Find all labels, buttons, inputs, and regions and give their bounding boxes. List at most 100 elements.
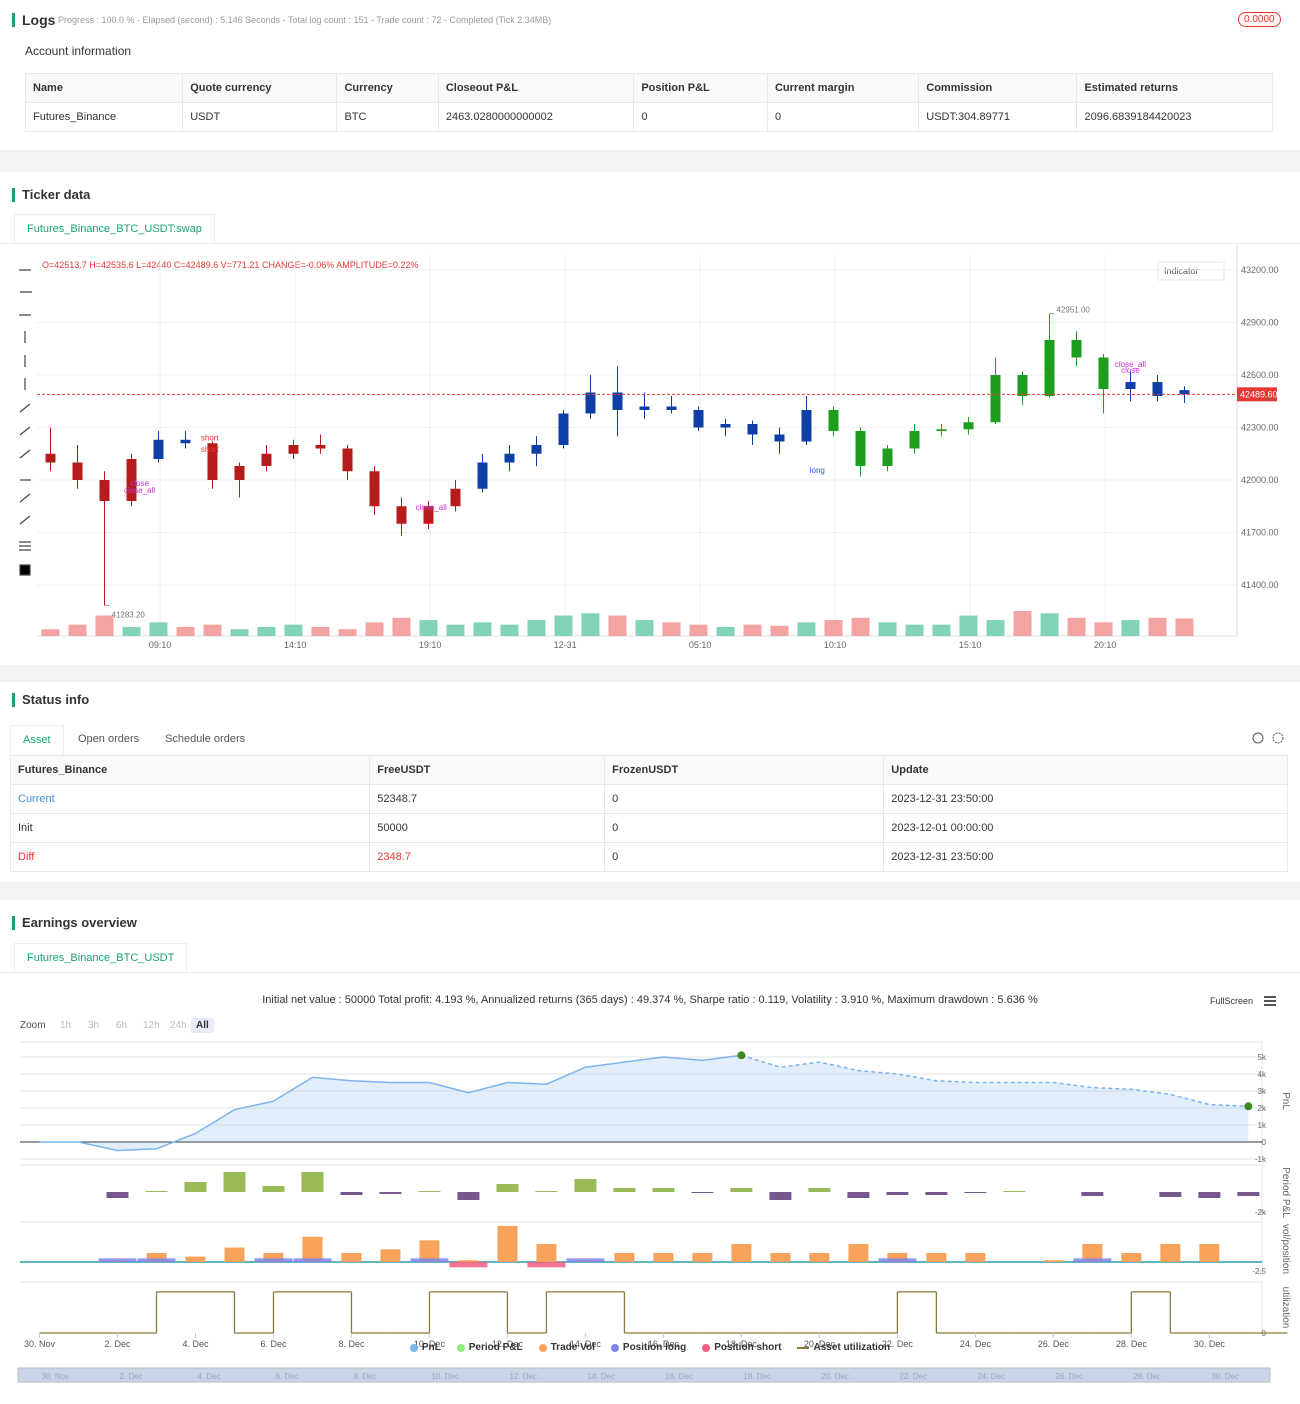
candle-body (180, 439, 191, 444)
y-tick-label: 3k (1258, 1087, 1267, 1096)
row: Futures_Binance USDT BTC 2463.0280000000002… (24, 102, 1273, 132)
bar (379, 1192, 402, 1194)
candle-body (288, 445, 299, 454)
volume-bar (500, 624, 519, 636)
fullscreen[interactable]: FullScreen (1210, 996, 1254, 1006)
badge: 0.0000 (1238, 12, 1281, 27)
ticker-title: Ticker data (12, 188, 90, 202)
legend: PnL Period P&L Trade Vol Position long Posit… (0, 1342, 1300, 1353)
candle-body (423, 506, 434, 524)
bar (614, 1252, 635, 1262)
legend-label: PnL (421, 1342, 441, 1353)
zoom-button[interactable]: 24h (170, 1020, 187, 1031)
status-section: Status info Asset Open orders Schedule ord… (0, 682, 1300, 882)
bar (808, 1188, 831, 1192)
volume-bar (743, 624, 762, 636)
candle-body (342, 448, 353, 472)
legend-swatch (409, 1343, 418, 1352)
ticker-tab[interactable]: Futures_Binance_BTC_USDT:swap (14, 214, 215, 244)
zoom-button[interactable]: All (191, 1018, 214, 1033)
bar (925, 1192, 948, 1195)
zoom-button[interactable]: 12h (143, 1020, 160, 1031)
legend-item[interactable]: Period P&L (456, 1342, 523, 1353)
bar (848, 1243, 869, 1262)
candle-body (774, 434, 785, 442)
header-cell: Quote currency (182, 73, 338, 103)
legend-item[interactable]: Asset utilization (797, 1342, 890, 1353)
header-row: Futures_Binance FreeUSDT FrozenUSDT Update (9, 755, 1288, 785)
bar (613, 1188, 636, 1192)
volume-bar (311, 626, 330, 636)
indicator-label[interactable]: Indicator (1164, 266, 1199, 276)
status-title: Status info (12, 693, 89, 707)
volume-bar (230, 629, 249, 636)
volume-bar (149, 622, 168, 636)
candle-body (369, 471, 380, 507)
tab-line (0, 243, 1300, 244)
bar (574, 1179, 597, 1192)
cell: 2023-12-01 00:00:00 (883, 813, 1288, 843)
ticker-section: Ticker data Futures_Binance_BTC_USDT:swa… (0, 172, 1300, 665)
cell: 0 (604, 842, 885, 872)
logs-section: Logs Progress : 100.0 % - Elapsed (secon… (0, 0, 1300, 150)
bar (692, 1252, 713, 1262)
volume-bar (1175, 618, 1194, 636)
x-tick-label: 30. Dec (1194, 1339, 1226, 1349)
x-tick-label: 26. Dec (1038, 1339, 1070, 1349)
tab[interactable]: Schedule orders (165, 733, 246, 745)
earnings-title: Earnings overview (12, 916, 137, 930)
navigator-label: 6. Dec (275, 1372, 298, 1381)
indicator-box[interactable] (1157, 261, 1225, 281)
header-cell: Position P&L (633, 73, 768, 103)
x-tick-label: 14:10 (284, 640, 307, 650)
volume-bar (257, 626, 276, 636)
candle-body (99, 480, 110, 502)
logs-title: Logs (12, 13, 55, 27)
legend-label: Position long (622, 1342, 687, 1353)
navigator-label: 12. Dec (509, 1372, 537, 1381)
navigator (17, 1367, 1271, 1383)
tab-line (0, 972, 1300, 973)
tab[interactable]: Asset (10, 725, 64, 755)
bar (887, 1252, 908, 1262)
account-title: Account information (25, 44, 132, 58)
bar (536, 1243, 557, 1262)
menu-icon[interactable] (1263, 995, 1277, 1007)
candle-body (747, 424, 758, 435)
volume-bar (662, 622, 681, 636)
navigator-label: 18. Dec (743, 1372, 771, 1381)
bar (1081, 1192, 1104, 1196)
area-fill (39, 1055, 1249, 1151)
legend-item[interactable]: PnL (409, 1342, 441, 1353)
navigator-label: 28. Dec (1133, 1372, 1161, 1381)
cell: Diff (9, 842, 371, 872)
navigator-label: 14. Dec (587, 1372, 615, 1381)
y-tick-label: -1k (1255, 1155, 1267, 1164)
legend-item[interactable]: Position long (610, 1342, 687, 1353)
cell: 2463.0280000000002 (437, 102, 635, 132)
bar (1121, 1252, 1142, 1262)
tab[interactable]: Open orders (78, 733, 140, 745)
header-cell: Estimated returns (1076, 73, 1273, 103)
volume-bar (1040, 613, 1059, 636)
zoom-button[interactable]: 3h (88, 1020, 100, 1031)
header-cell: Closeout P&L (437, 73, 635, 103)
status-icons[interactable] (1250, 730, 1290, 746)
line (39, 1054, 742, 1152)
bar (496, 1184, 519, 1192)
zoom-button[interactable]: 6h (116, 1020, 128, 1031)
y-tick-label: -2.5 (1252, 1267, 1266, 1276)
legend-item[interactable]: Position short (702, 1342, 781, 1353)
earnings-tab[interactable]: Futures_Binance_BTC_USDT (14, 943, 188, 973)
volume-bar (770, 625, 789, 636)
navigator-label: 10. Dec (431, 1372, 459, 1381)
volume-bar (284, 624, 303, 636)
candle-body (315, 445, 326, 449)
signal-label: close_all (1115, 360, 1146, 369)
legend-label: Position short (714, 1342, 782, 1353)
x-tick-label: 24. Dec (960, 1339, 992, 1349)
cell: 2096.6839184420023 (1076, 102, 1273, 132)
legend-item[interactable]: Trade Vol (538, 1342, 595, 1353)
zoom-button[interactable]: 1h (60, 1020, 72, 1031)
